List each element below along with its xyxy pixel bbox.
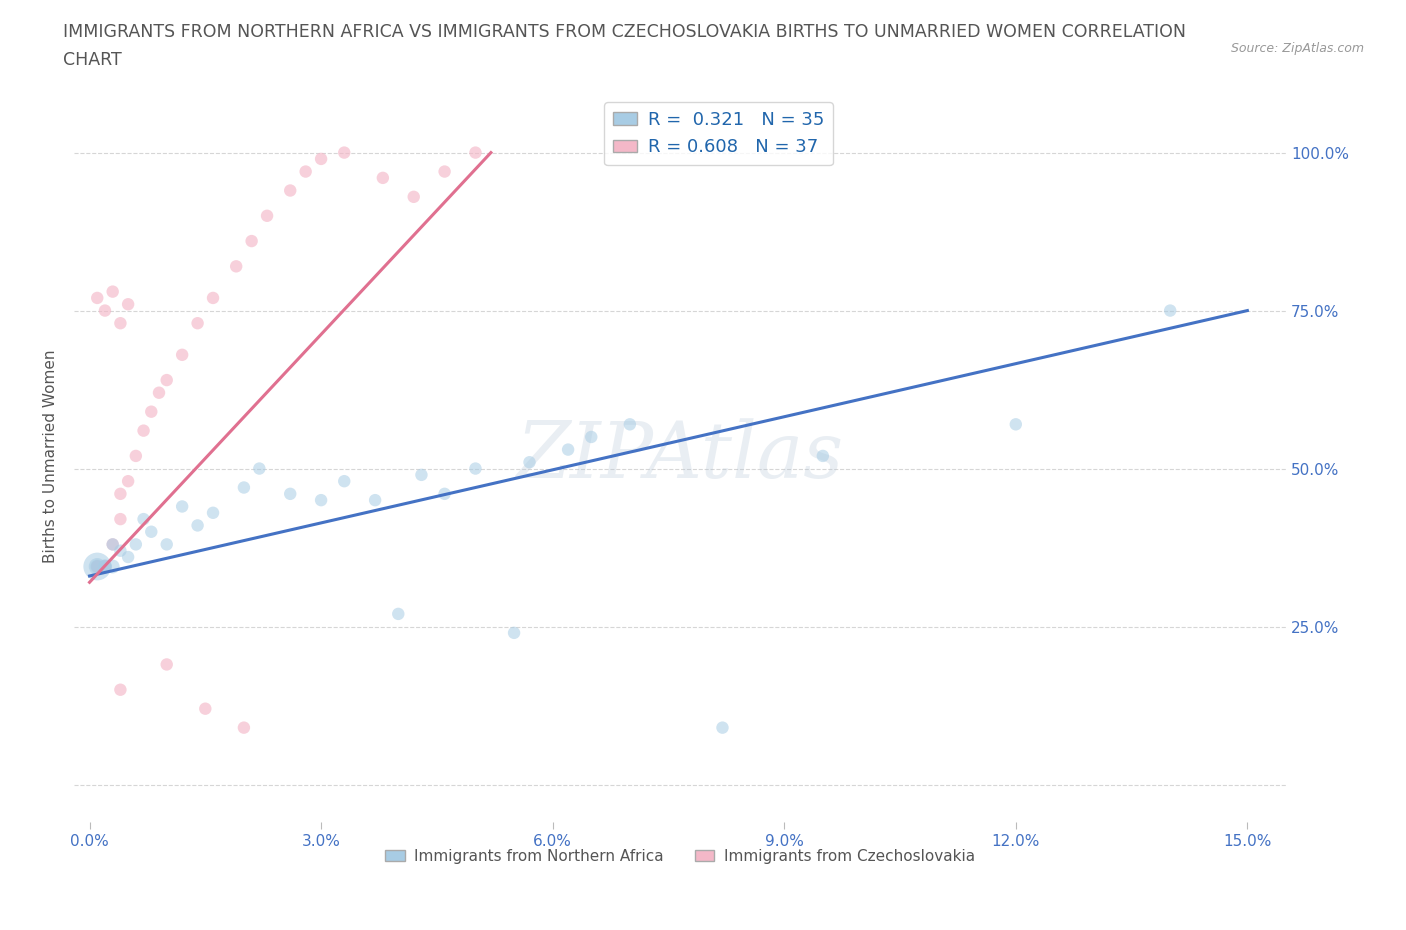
Point [309,152,332,166]
Point [125,537,148,551]
Point [503,625,526,640]
Point [187,518,209,533]
Point [619,417,641,432]
Point [148,385,170,400]
Point [333,473,356,488]
Point [86,559,108,574]
Point [156,373,179,388]
Point [110,683,132,698]
Point [101,537,124,551]
Point [86,559,108,574]
Point [433,164,456,179]
Point [86,290,108,305]
Point [364,493,387,508]
Point [94,559,117,574]
Point [202,505,225,520]
Point [278,486,301,501]
Point [240,233,263,248]
Point [110,316,132,331]
Point [172,348,194,363]
Point [141,405,163,419]
Point [187,316,209,331]
Point [172,499,194,514]
Point [94,559,117,574]
Point [101,285,124,299]
Text: Source: ZipAtlas.com: Source: ZipAtlas.com [1230,42,1364,55]
Point [278,183,301,198]
Point [1004,417,1026,432]
Point [247,461,270,476]
Point [811,448,834,463]
Y-axis label: Births to Unmarried Women: Births to Unmarried Women [44,349,58,563]
Point [101,537,124,551]
Point [294,164,316,179]
Point [110,486,132,501]
Point [309,493,332,508]
Point [387,606,409,621]
Point [194,701,217,716]
Point [156,537,179,551]
Point [117,297,139,312]
Point [94,559,117,574]
Point [232,480,254,495]
Point [433,486,456,501]
Text: CHART: CHART [63,51,122,69]
Point [711,720,734,735]
Legend: Immigrants from Northern Africa, Immigrants from Czechoslovakia: Immigrants from Northern Africa, Immigra… [380,843,981,870]
Point [132,512,155,526]
Point [117,473,139,488]
Point [132,423,155,438]
Point [371,170,394,185]
Point [402,190,425,205]
Point [86,559,108,574]
Point [110,543,132,558]
Point [464,145,486,160]
Point [464,461,486,476]
Point [156,657,179,671]
Point [581,430,603,445]
Point [94,559,117,574]
Point [225,259,247,273]
Point [86,559,108,574]
Text: IMMIGRANTS FROM NORTHERN AFRICA VS IMMIGRANTS FROM CZECHOSLOVAKIA BIRTHS TO UNMA: IMMIGRANTS FROM NORTHERN AFRICA VS IMMIG… [63,23,1187,41]
Point [86,559,108,574]
Point [125,448,148,463]
Point [232,720,254,735]
Point [86,559,108,574]
Point [117,550,139,565]
Point [519,455,541,470]
Point [202,290,225,305]
Point [557,442,579,457]
Point [94,303,117,318]
Point [101,559,124,574]
Point [333,145,356,160]
Point [1159,303,1181,318]
Point [110,512,132,526]
Text: ZIPAtlas: ZIPAtlas [516,418,844,494]
Point [411,468,433,483]
Point [256,208,278,223]
Point [141,525,163,539]
